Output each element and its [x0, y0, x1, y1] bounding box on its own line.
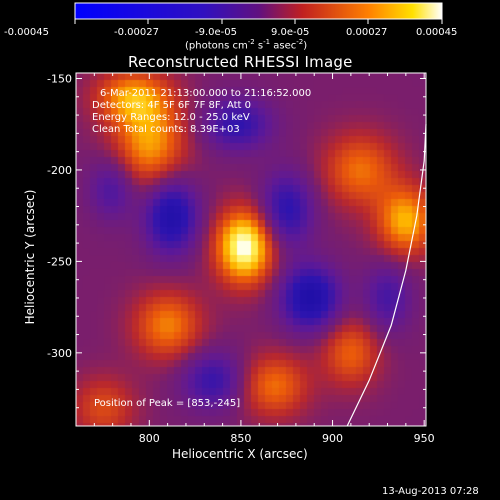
y-tick-label: -150	[47, 72, 72, 85]
colorbar	[74, 2, 443, 24]
x-tick-label: 850	[230, 432, 251, 445]
x-tick-label: 950	[414, 432, 435, 445]
peak-position: Position of Peak = [853,-245]	[94, 398, 241, 409]
solar-limb-line	[346, 124, 427, 427]
y-tick-label: -200	[47, 164, 72, 177]
x-tick-label: 900	[322, 432, 343, 445]
detectors-info: Detectors: 4F 5F 6F 7F 8F, Att 0	[92, 100, 252, 111]
plot-border	[75, 72, 427, 427]
colorbar-units: (photons cm-2 s-1 asec-2)	[185, 38, 308, 52]
colorbar-tick-label: -0.00027	[114, 27, 159, 38]
y-tick-label: -250	[47, 255, 72, 268]
colorbar-fill	[74, 2, 443, 20]
x-axis-label: Heliocentric X (arcsec)	[172, 447, 308, 461]
energy-range: Energy Ranges: 12.0 - 25.0 keV	[92, 112, 250, 123]
x-tick-label: 800	[139, 432, 160, 445]
colorbar-tick-label: 0.00027	[346, 27, 388, 38]
footer-timestamp: 13-Aug-2013 07:28	[382, 486, 479, 497]
colorbar-tick-label: 9.0e-05	[271, 27, 310, 38]
y-axis-label: Heliocentric Y (arcsec)	[23, 189, 37, 325]
y-tick-label: -300	[47, 347, 72, 360]
colorbar-tick-label: -0.00045	[4, 27, 49, 38]
info-block: 6-Mar-2011 21:13:00.000 to 21:16:52.000 …	[92, 88, 311, 136]
observation-time: 6-Mar-2011 21:13:00.000 to 21:16:52.000	[100, 88, 312, 99]
heatmap-image	[76, 73, 426, 426]
total-counts: Clean Total counts: 8.39E+03	[92, 124, 240, 135]
chart-title: Reconstructed RHESSI Image	[128, 53, 353, 71]
colorbar-tick-label: 0.00045	[416, 27, 458, 38]
colorbar-ticks	[74, 19, 443, 24]
colorbar-tick-label: -9.0e-05	[195, 27, 237, 38]
